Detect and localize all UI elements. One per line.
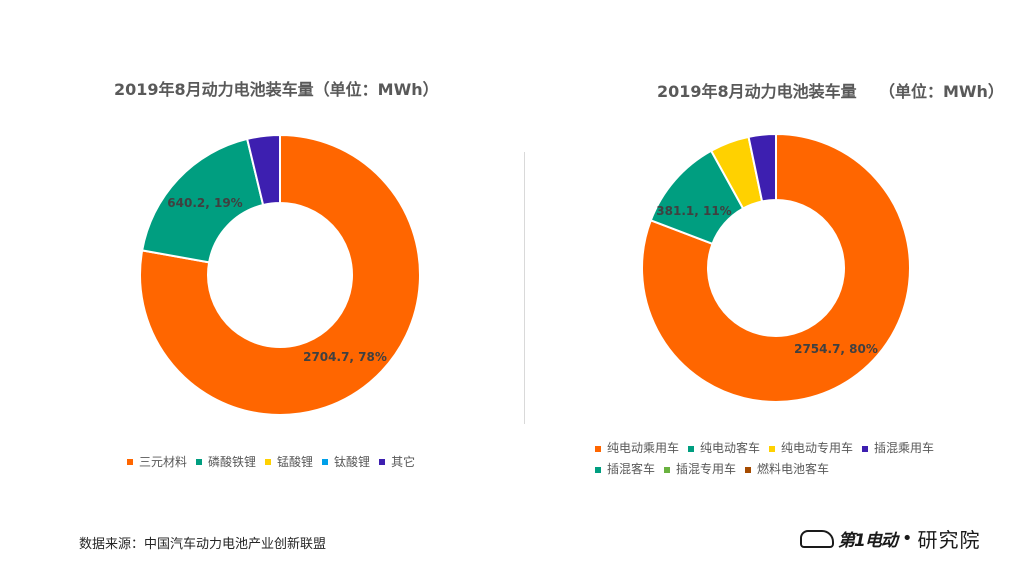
legend-right-label-6: 燃料电池客车	[757, 462, 830, 476]
left-slice-0	[139, 133, 421, 416]
right-data-label-1: 381.1, 11%	[656, 204, 731, 218]
legend-right: 纯电动乘用车 纯电动客车 纯电动专用车 插混乘用车插混客车 插混专用车 燃料电池客车	[595, 438, 943, 480]
legend-right-item-6: 燃料电池客车	[745, 459, 829, 480]
legend-right-swatch-0	[595, 445, 601, 452]
legend-right-item-1: 纯电动客车	[688, 438, 760, 459]
legend-left-label-4: 其它	[391, 455, 416, 469]
legend-right-label-5: 插混专用车	[676, 462, 737, 476]
legend-right-item-3: 插混乘用车	[862, 438, 934, 459]
right-slice-3	[747, 132, 777, 203]
logo-org-text: 研究院	[917, 528, 981, 552]
legend-right-item-0: 纯电动乘用车	[595, 438, 679, 459]
chart-title-right: 2019年8月动力电池装车量 （单位：MWh）	[657, 82, 1004, 101]
legend-right-label-1: 纯电动客车	[700, 441, 761, 455]
donut-chart-left: 2704.7, 78% 640.2, 19%	[139, 133, 421, 416]
brand-logo: 第1电动 • 研究院	[800, 524, 980, 553]
legend-left-swatch-2	[265, 458, 272, 465]
legend-right-label-0: 纯电动乘用车	[607, 441, 680, 455]
legend-left-label-0: 三元材料	[139, 455, 188, 469]
legend-right-item-5: 插混专用车	[664, 459, 736, 480]
logo-brand-text: 第1电动	[838, 531, 898, 551]
legend-right-swatch-2	[769, 445, 776, 452]
legend-left-swatch-0	[127, 458, 133, 465]
chart-divider	[524, 152, 525, 424]
legend-right-row-0: 纯电动乘用车 纯电动客车 纯电动专用车 插混乘用车	[595, 438, 943, 459]
legend-right-item-4: 插混客车	[595, 459, 655, 480]
legend-left-label-3: 钛酸锂	[334, 455, 371, 469]
legend-left-row-0: 三元材料 磷酸铁锂 锰酸锂 钛酸锂 其它	[127, 453, 424, 470]
legend-left-item-0: 三元材料	[127, 453, 187, 470]
legend-right-label-2: 纯电动专用车	[781, 441, 854, 455]
legend-right-swatch-5	[664, 466, 671, 473]
legend-right-swatch-6	[745, 466, 752, 473]
right-data-label-0: 2754.7, 80%	[794, 342, 878, 356]
left-data-label-1: 640.2, 19%	[167, 196, 242, 210]
legend-left-label-2: 锰酸锂	[277, 455, 314, 469]
legend-left-swatch-3	[322, 458, 329, 465]
legend-right-swatch-1	[688, 445, 695, 452]
left-slice-1	[141, 137, 265, 264]
right-slice-0	[641, 132, 911, 403]
legend-left-item-2: 锰酸锂	[265, 453, 313, 470]
legend-right-swatch-4	[595, 466, 601, 473]
legend-right-item-2: 纯电动专用车	[769, 438, 853, 459]
legend-left: 三元材料 磷酸铁锂 锰酸锂 钛酸锂 其它	[127, 453, 424, 470]
donut-chart-right: 2754.7, 80% 381.1, 11%	[641, 132, 911, 403]
logo-separator: •	[901, 528, 913, 549]
legend-left-swatch-1	[196, 458, 203, 465]
legend-right-label-3: 插混乘用车	[874, 441, 935, 455]
legend-left-item-3: 钛酸锂	[322, 453, 370, 470]
car-icon	[800, 529, 834, 548]
left-data-label-0: 2704.7, 78%	[303, 350, 387, 364]
legend-left-swatch-4	[379, 458, 386, 465]
legend-left-item-1: 磷酸铁锂	[196, 453, 256, 470]
legend-left-item-4: 其它	[379, 453, 415, 470]
chart-title-left: 2019年8月动力电池装车量（单位：MWh）	[114, 80, 439, 99]
legend-left-label-1: 磷酸铁锂	[208, 455, 257, 469]
left-slice-4	[245, 133, 281, 207]
legend-right-label-4: 插混客车	[607, 462, 656, 476]
legend-right-row-1: 插混客车 插混专用车 燃料电池客车	[595, 459, 943, 480]
legend-right-swatch-3	[862, 445, 869, 452]
data-source-note: 数据来源：中国汽车动力电池产业创新联盟	[79, 537, 327, 552]
